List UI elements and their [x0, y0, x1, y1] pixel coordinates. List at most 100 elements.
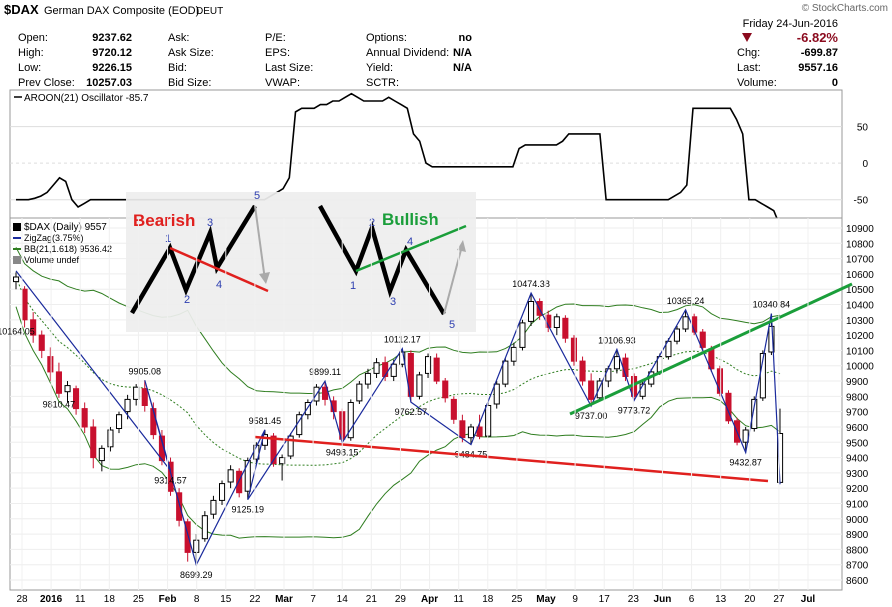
candle-body — [493, 383, 500, 405]
zigzag-legend: ZigZag(3.75%) — [24, 233, 84, 243]
bullish-wave-number: 3 — [390, 296, 396, 308]
candle-body — [81, 408, 88, 428]
exchange: DEUT — [196, 6, 223, 17]
price-tick-label: 10700 — [846, 255, 874, 266]
price-annotation: 10365.24 — [667, 296, 705, 306]
candle-body — [13, 276, 20, 283]
x-tick-label: 7 — [310, 594, 316, 605]
price-annotation: 9125.19 — [232, 505, 265, 515]
volume-legend: Volume undef — [24, 255, 80, 265]
candle-body — [390, 363, 397, 377]
aroon-tick-label: -50 — [854, 196, 869, 207]
bb-legend: BB(21,1.618) 9536.42 — [24, 244, 112, 254]
candle-body — [553, 316, 560, 328]
candle-body — [107, 429, 114, 448]
candle-body — [287, 435, 294, 457]
candle-body — [751, 398, 758, 429]
candle-body — [613, 356, 621, 370]
down-triangle-icon — [742, 33, 752, 42]
price-tick-label: 9300 — [846, 469, 869, 480]
candle-body — [176, 492, 183, 521]
candle-body — [227, 469, 234, 483]
x-tick-label: 29 — [395, 594, 407, 605]
x-tick-label: 9 — [572, 594, 578, 605]
price-annotation: 10106.93 — [598, 335, 636, 345]
price-tick-label: 10100 — [846, 346, 874, 357]
x-tick-label: 6 — [689, 594, 695, 605]
price-annotation: 9737.00 — [575, 411, 608, 421]
quote-value: N/A — [453, 62, 472, 74]
candle-body — [356, 383, 363, 402]
quote-value: 9226.15 — [92, 62, 132, 74]
price-annotation: 9432.87 — [729, 458, 762, 468]
bearish-arrow — [254, 205, 266, 281]
candle-body — [665, 340, 672, 358]
candle-body — [459, 420, 466, 439]
price-annotation: 9899.11 — [309, 367, 341, 377]
volume-value: 0 — [832, 77, 838, 89]
resistance-trendline — [569, 282, 853, 416]
candle-body — [116, 414, 123, 430]
quote-label: Yield: — [366, 62, 393, 74]
bullish-trendline — [355, 224, 467, 273]
candle-body — [21, 288, 28, 321]
price-annotation: 10112.17 — [384, 335, 421, 345]
candle-body — [55, 371, 63, 394]
quote-label: Last Size: — [265, 62, 313, 74]
price-annotation: 9314.57 — [154, 476, 187, 486]
quote-label: Bid Size: — [168, 77, 211, 89]
bearish-wave-number: 5 — [254, 190, 260, 202]
candle-body — [347, 402, 354, 439]
candle-body — [407, 353, 414, 397]
bullish-arrowhead-icon — [457, 240, 466, 252]
price-tick-label: 10500 — [846, 285, 874, 296]
candle-body — [467, 426, 474, 439]
x-axis: 28 2016 11 18 25 Feb 8 15 22 Mar 7 14 21 29 Apr 11 18 25 M… — [16, 218, 815, 605]
aroon-title: AROON(21) Oscillator -85.7 — [24, 93, 149, 104]
price-tick-label: 9200 — [846, 484, 869, 495]
price-tick-label: 9800 — [846, 392, 869, 403]
symbol: $DAX — [4, 2, 39, 17]
quote-panel: Open: 9237.62 High: 9720.12 Low: 9226.15 Prev … — [18, 32, 472, 89]
bullish-wave-number: 4 — [407, 236, 413, 248]
x-tick-label: 27 — [773, 594, 785, 605]
candle-body — [244, 460, 251, 492]
x-tick-label: 20 — [744, 594, 756, 605]
candle-body — [433, 357, 440, 382]
x-tick-label: 17 — [599, 594, 611, 605]
symbol-name: German DAX Composite (EOD) — [44, 5, 199, 17]
x-tick-label: May — [536, 594, 556, 605]
last-label: Last: — [737, 62, 761, 74]
candle-body — [519, 322, 526, 348]
candle-body — [364, 372, 371, 385]
x-tick-label: 14 — [337, 594, 349, 605]
last-value: 9557.16 — [798, 62, 838, 74]
candle-body — [236, 470, 243, 494]
candle-body — [528, 301, 535, 322]
candle-body — [502, 360, 509, 385]
candle-body — [373, 362, 380, 374]
candle-body — [279, 457, 286, 465]
x-tick-label: 11 — [75, 594, 86, 605]
price-tick-label: 9900 — [846, 377, 869, 388]
candle-body — [416, 374, 423, 397]
candle-body — [133, 386, 140, 400]
quote-label: VWAP: — [265, 77, 300, 89]
candle-body — [682, 316, 689, 330]
candle-body — [570, 337, 578, 362]
aroon-tick-label: 50 — [857, 123, 869, 134]
x-tick-label: 2016 — [40, 594, 63, 605]
price-tick-label: 8800 — [846, 545, 869, 556]
quote-value: N/A — [453, 47, 472, 59]
candle-body — [716, 368, 724, 394]
x-tick-label: 28 — [16, 594, 28, 605]
candle-body — [184, 521, 191, 553]
quote-label: High: — [18, 47, 44, 59]
price-tick-label: 10800 — [846, 239, 874, 250]
bullish-label: Bullish — [382, 210, 439, 229]
quote-label: Open: — [18, 32, 48, 44]
candle-body — [30, 319, 37, 336]
candle-body — [141, 388, 148, 407]
x-tick-label: 18 — [482, 594, 494, 605]
candle-body — [725, 392, 732, 422]
